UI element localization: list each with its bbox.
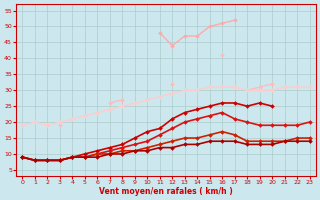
X-axis label: Vent moyen/en rafales ( km/h ): Vent moyen/en rafales ( km/h ) <box>99 187 233 196</box>
